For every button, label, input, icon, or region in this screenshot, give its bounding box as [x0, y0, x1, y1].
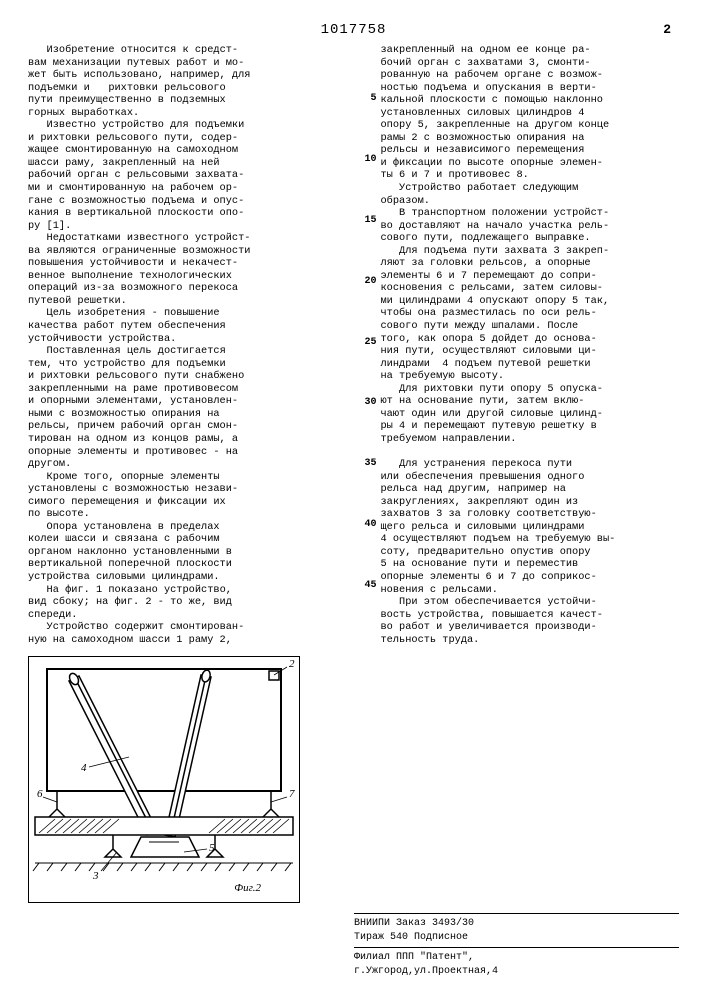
svg-text:2: 2: [289, 658, 295, 670]
footer-line-1: ВНИИПИ Заказ 3493/30: [354, 917, 679, 931]
svg-text:4: 4: [81, 762, 87, 774]
svg-text:7: 7: [289, 788, 295, 800]
left-column: Изобретение относится к средст- вам меха…: [28, 44, 347, 646]
svg-text:5: 5: [209, 842, 215, 854]
line-number-gutter: 5 10 15 20 25 30 35 40 45: [361, 44, 377, 646]
figure-label: Фиг.2: [234, 882, 261, 894]
footer-line-2: Тираж 540 Подписное: [354, 931, 679, 945]
imprint-footer: ВНИИПИ Заказ 3493/30 Тираж 540 Подписное…: [354, 910, 679, 978]
figure-2: 2 4 6 7 3 5 Фиг.2: [28, 656, 300, 903]
text-columns: Изобретение относится к средст- вам меха…: [28, 44, 679, 646]
svg-text:3: 3: [92, 870, 99, 882]
right-column: закрепленный на одном ее конце ра- бочий…: [381, 44, 680, 646]
svg-text:6: 6: [37, 788, 43, 800]
document-number: 1017758: [28, 22, 679, 38]
page-number: 2: [663, 22, 671, 37]
footer-line-4: г.Ужгород,ул.Проектная,4: [354, 965, 679, 979]
footer-line-3: Филиал ППП "Патент",: [354, 951, 679, 965]
